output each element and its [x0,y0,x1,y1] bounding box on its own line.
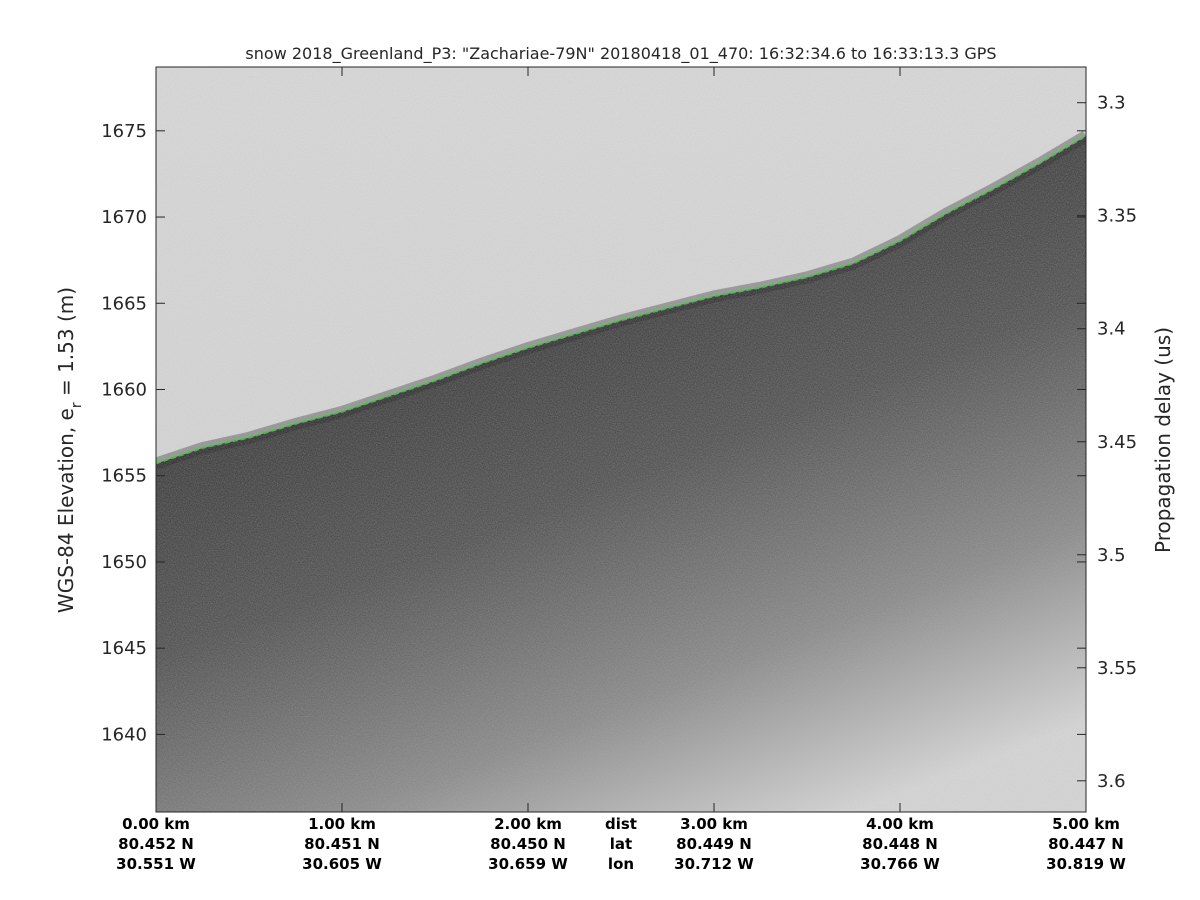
left-tick-label: 1670 [101,207,147,228]
x-row-name-lat: lat [610,835,632,853]
left-tick-label: 1660 [101,379,147,400]
noise-texture [156,67,1086,812]
chart-title: snow 2018_Greenland_P3: "Zachariae-79N" … [245,44,996,64]
x-row-name-dist: dist [605,815,637,833]
right-axis-label: Propagation delay (us) [1151,327,1175,553]
x-row-name-lon: lon [608,855,634,873]
x-dist-label: 2.00 km [494,815,562,833]
x-lon-label: 30.605 W [302,855,382,873]
left-tick-label: 1645 [101,638,147,659]
right-tick-label: 3.35 [1097,206,1137,227]
left-axis-label: WGS-84 Elevation, er = 1.53 (m) [54,287,85,613]
x-lon-label: 30.766 W [860,855,940,873]
right-tick-label: 3.55 [1097,658,1137,679]
x-dist-label: 0.00 km [122,815,190,833]
x-lon-label: 30.659 W [488,855,568,873]
x-dist-label: 3.00 km [680,815,748,833]
x-lat-label: 80.448 N [862,835,938,853]
right-tick-label: 3.3 [1097,93,1126,114]
x-lat-label: 80.447 N [1048,835,1124,853]
x-lat-label: 80.449 N [676,835,752,853]
right-y-axis: 3.3 3.35 3.4 3.45 3.5 3.55 3.6 [1077,93,1137,792]
x-lon-label: 30.551 W [116,855,196,873]
left-tick-label: 1650 [101,552,147,573]
x-lon-label: 30.712 W [674,855,754,873]
x-lat-label: 80.451 N [304,835,380,853]
right-tick-label: 3.45 [1097,432,1137,453]
surface-pick-line [156,135,1086,465]
right-tick-label: 3.6 [1097,771,1126,792]
left-tick-label: 1665 [101,293,147,314]
left-y-axis: 1640 1645 1650 1655 1660 1665 1670 1675 [101,121,1086,745]
right-tick-label: 3.4 [1097,319,1126,340]
left-tick-label: 1675 [101,121,147,142]
x-dist-label: 4.00 km [866,815,934,833]
x-dist-label: 5.00 km [1052,815,1120,833]
x-lon-label: 30.819 W [1046,855,1126,873]
x-dist-label: 1.00 km [308,815,376,833]
left-tick-label: 1640 [101,724,147,745]
x-axis: 0.00 km 1.00 km 2.00 km 3.00 km 4.00 km 5.00 … [116,67,1126,873]
plot-area-frame [155,66,1087,813]
x-lat-label: 80.452 N [118,835,194,853]
left-tick-label: 1655 [101,466,147,487]
right-tick-label: 3.5 [1097,545,1126,566]
x-lat-label: 80.450 N [490,835,566,853]
